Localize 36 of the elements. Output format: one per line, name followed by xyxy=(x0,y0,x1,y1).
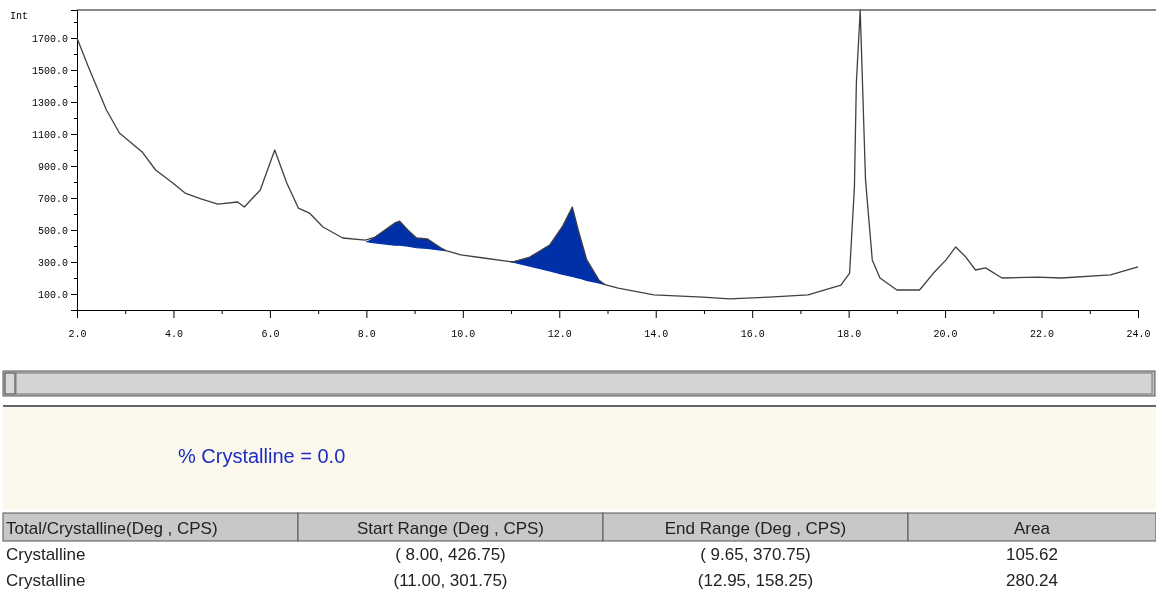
y-tick-label: 700.0 xyxy=(37,193,68,205)
x-tick-label: 24.0 xyxy=(1126,329,1151,340)
text: ( 9.65, 370.75) xyxy=(700,545,811,564)
text: End Range (Deg , CPS) xyxy=(664,519,847,538)
y-tick-label: 1500.0 xyxy=(31,65,68,77)
y-tick-label: 300.0 xyxy=(37,257,68,269)
text: 105.62 xyxy=(1006,545,1058,564)
text: 280.24 xyxy=(1006,571,1058,590)
x-tick-label: 14.0 xyxy=(644,329,669,340)
line-series xyxy=(76,9,1139,300)
y-tick-label: 500.0 xyxy=(37,225,68,237)
x-tick-label: 4.0 xyxy=(164,329,183,340)
text: Crystalline xyxy=(6,545,86,564)
y-tick-label: 1100.0 xyxy=(31,129,68,141)
y-tick-label: 1300.0 xyxy=(31,97,68,109)
y-tick-label: 1700.0 xyxy=(31,33,68,45)
x-tick-label: 16.0 xyxy=(740,329,765,340)
text: % Crystalline = 0.0 xyxy=(178,445,346,467)
text: ( 8.00, 426.75) xyxy=(395,545,506,564)
x-tick-label: 8.0 xyxy=(357,329,376,340)
text: Start Range (Deg , CPS) xyxy=(356,519,545,538)
text: (12.95, 158.25) xyxy=(697,571,814,590)
x-tick-label: 18.0 xyxy=(837,329,862,340)
y-tick-label: 900.0 xyxy=(37,161,68,173)
text: (11.00, 301.75) xyxy=(393,571,508,590)
y-axis-title: Int xyxy=(10,11,29,22)
x-tick-label: 2.0 xyxy=(68,329,87,340)
x-tick-label: 20.0 xyxy=(933,329,958,340)
y-tick-label: 100.0 xyxy=(37,289,68,301)
text: Crystalline xyxy=(6,571,86,590)
text: Total/Crystalline(Deg , CPS) xyxy=(6,519,218,538)
x-tick-label: 10.0 xyxy=(451,329,476,340)
text: Area xyxy=(1014,519,1051,538)
x-tick-label: 12.0 xyxy=(547,329,572,340)
x-tick-label: 22.0 xyxy=(1030,329,1055,340)
x-tick-label: 6.0 xyxy=(261,329,280,340)
